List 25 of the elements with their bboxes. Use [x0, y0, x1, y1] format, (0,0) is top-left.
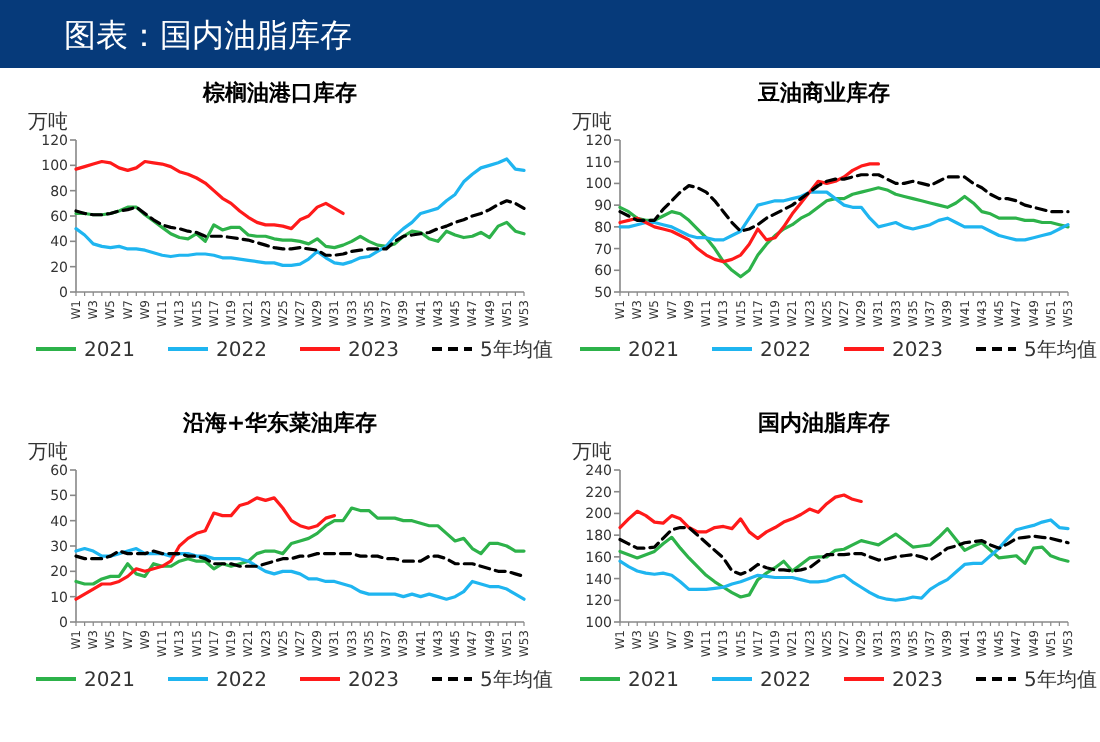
legend-label: 2022 — [216, 340, 267, 362]
y-axis-title: 万吨 — [28, 440, 68, 464]
legend-label: 2023 — [348, 670, 399, 692]
legend-label: 2023 — [892, 670, 943, 692]
legend-label: 2023 — [892, 340, 943, 362]
chart-title: 棕榈油港口库存 — [201, 80, 357, 106]
legend-label: 2021 — [84, 670, 135, 692]
legend-label: 5年均值 — [480, 338, 553, 362]
chart-title: 沿海+华东菜油库存 — [180, 410, 378, 436]
y-axis-title: 万吨 — [572, 440, 612, 464]
legend-label: 2022 — [760, 340, 811, 362]
chart-title: 豆油商业库存 — [756, 80, 890, 106]
legend-label: 2022 — [760, 670, 811, 692]
y-axis-title: 万吨 — [572, 110, 612, 134]
legend-label: 2023 — [348, 340, 399, 362]
legend-label: 2022 — [216, 670, 267, 692]
legend-label: 5年均值 — [1024, 338, 1097, 362]
y-axis-title: 万吨 — [28, 110, 68, 134]
legend-label: 5年均值 — [1024, 668, 1097, 692]
legend-label: 2021 — [628, 340, 679, 362]
chart-title: 国内油脂库存 — [758, 410, 890, 436]
text: 图表：国内油脂库存 — [64, 16, 352, 54]
legend-label: 2021 — [84, 340, 135, 362]
legend-label: 2021 — [628, 670, 679, 692]
legend-label: 5年均值 — [480, 668, 553, 692]
